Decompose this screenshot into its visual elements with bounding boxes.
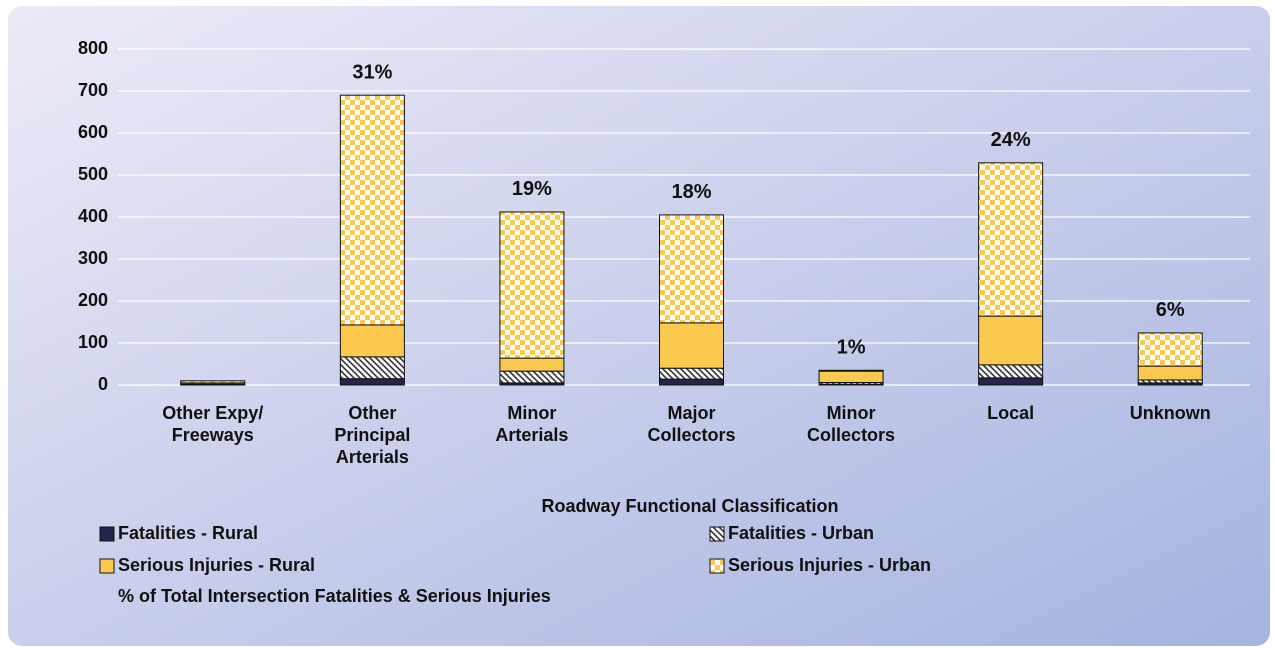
bar-segment [499,370,565,384]
bar-segment [499,357,565,372]
x-tick-label: Collectors [807,425,895,445]
bar-segment [978,364,1044,379]
x-axis-label: Roadway Functional Classification [541,496,838,516]
x-tick-label: Collectors [647,425,735,445]
bar-segment [339,356,405,380]
y-tick-label: 600 [78,122,108,142]
percent-label: 31% [352,61,392,83]
bar-segment [180,380,246,384]
bar-segment [1137,365,1203,381]
bar-segment [978,315,1044,366]
bar-segment [818,370,884,383]
y-tick-label: 500 [78,164,108,184]
x-tick-label: Local [987,403,1034,423]
x-tick-label: Freeways [172,425,254,445]
x-tick-label: Arterials [336,447,409,467]
bar-segment [499,211,565,359]
panel [8,6,1270,646]
y-tick-label: 100 [78,332,108,352]
x-tick-label: Minor [827,403,876,423]
bar-segment [659,367,724,380]
percent-label: 1% [837,337,866,359]
legend-swatch [709,558,725,574]
y-tick-label: 700 [78,80,108,100]
y-tick-label: 200 [78,290,108,310]
y-tick-label: 400 [78,206,108,226]
x-tick-label: Major [667,403,715,423]
bar-segment [978,162,1044,317]
legend-swatch [99,526,115,542]
x-tick-label: Minor [507,403,556,423]
bar-segment [659,378,724,386]
bar-segment [1137,332,1203,367]
y-tick-label: 0 [98,374,108,394]
bar-segment [978,377,1044,386]
bar-segment [659,214,724,324]
legend-label: Serious Injuries - Urban [728,555,931,575]
legend-label: Fatalities - Rural [118,523,258,543]
percent-label: 24% [991,129,1031,151]
bar-segment [339,94,405,326]
legend-swatch [99,558,115,574]
y-tick-label: 300 [78,248,108,268]
legend-swatch [709,526,725,542]
percent-label: 18% [671,181,711,203]
x-tick-label: Other Expy/ [162,403,263,423]
percent-label: 6% [1156,299,1185,321]
legend-label: Fatalities - Urban [728,523,874,543]
x-tick-label: Other [348,403,396,423]
x-tick-label: Unknown [1130,403,1211,423]
y-tick-label: 800 [78,38,108,58]
x-tick-label: Arterials [495,425,568,445]
bar-segment [659,322,724,369]
bar-segment [818,369,884,372]
legend-label: Serious Injuries - Rural [118,555,315,575]
percent-label: 19% [512,178,552,200]
bar-segment [339,324,405,358]
legend-label: % of Total Intersection Fatalities & Ser… [118,586,551,606]
bar-segment [339,378,405,386]
x-tick-label: Principal [334,425,410,445]
